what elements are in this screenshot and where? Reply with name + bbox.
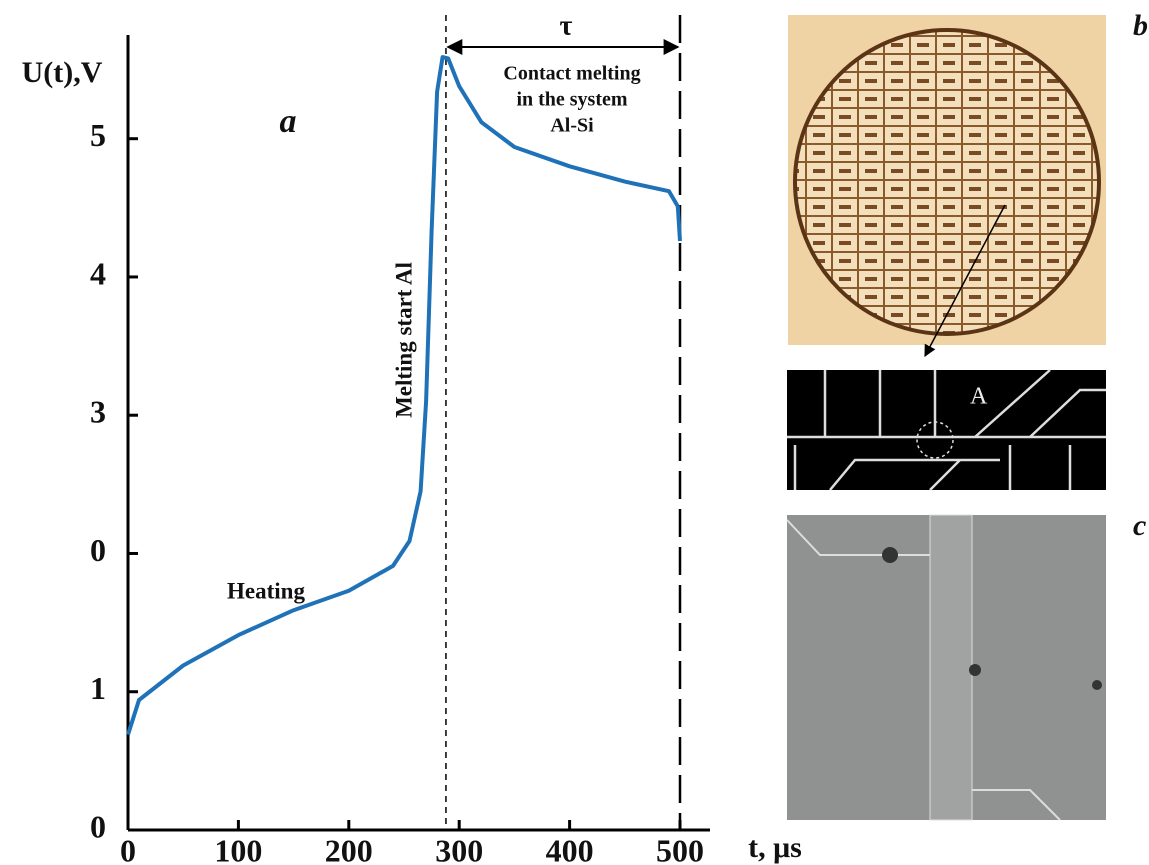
data-line — [126, 55, 682, 736]
annotation: Heating — [227, 578, 305, 603]
annotation: Al-Si — [550, 115, 594, 137]
y-tick-label: 5 — [90, 117, 106, 153]
x-tick-label: 500 — [656, 832, 704, 865]
micrograph — [786, 514, 1106, 821]
panel-label: b — [1133, 9, 1148, 42]
annotation: in the system — [516, 89, 627, 111]
x-tick-label: 100 — [214, 832, 262, 865]
schematic-label: A — [970, 384, 988, 410]
x-tick-label: 300 — [435, 832, 483, 865]
y-tick-label: 1 — [90, 670, 106, 706]
x-tick-label: 400 — [546, 832, 594, 865]
tau-label: τ — [560, 10, 573, 41]
x-tick-label: 0 — [120, 832, 136, 865]
annotation: Melting start Al — [391, 262, 416, 418]
x-axis-label: t, μs — [748, 831, 802, 864]
pointer-arrow — [924, 204, 1006, 358]
circuit-schematic — [787, 369, 1106, 491]
wafer-photo — [788, 15, 1106, 345]
panel-label: a — [280, 103, 297, 140]
annotation: Contact melting — [503, 63, 640, 85]
panel-label: c — [1133, 509, 1146, 542]
y-tick-label: 0 — [90, 532, 106, 568]
y-tick-label: 3 — [90, 394, 106, 430]
x-tick-label: 200 — [325, 832, 373, 865]
y-tick-label: 0 — [90, 808, 106, 844]
y-tick-label: 4 — [90, 255, 106, 291]
y-axis-label: U(t),V — [22, 56, 103, 89]
